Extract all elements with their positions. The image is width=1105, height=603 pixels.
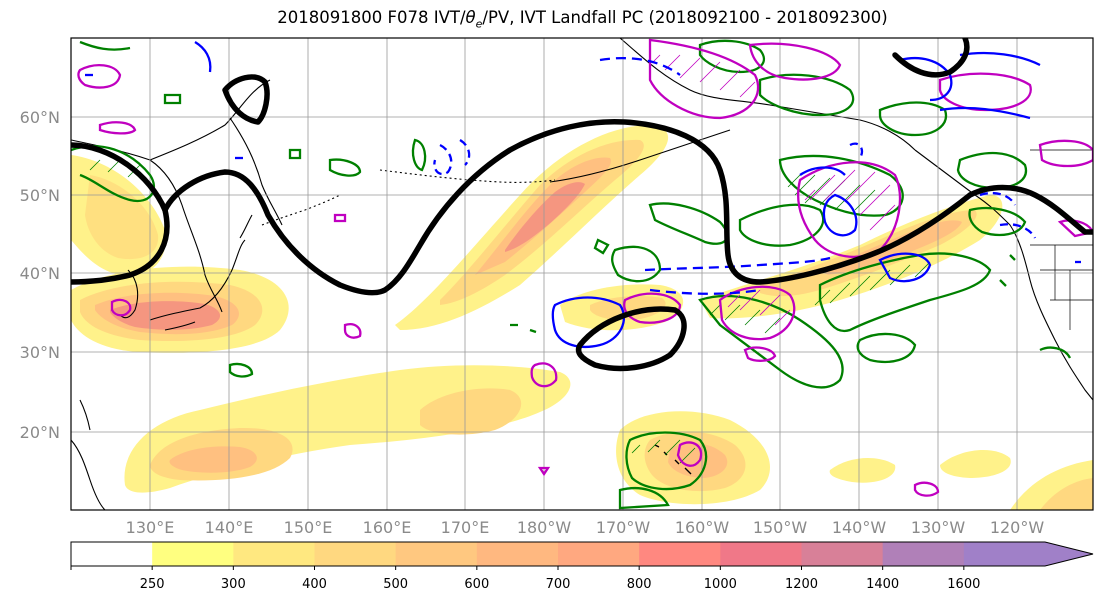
colorbar: 250 300 400 500 600 700 800 1000 1200 1400 1600 [70, 541, 1094, 592]
ivt-shading [71, 125, 1093, 510]
colorbar-segment [152, 542, 234, 566]
pv-green-contours [71, 39, 1072, 510]
colorbar-label: 1000 [704, 577, 737, 592]
map-title: 2018091800 F078 IVT/θe/PV, IVT Landfall … [277, 8, 888, 31]
colorbar-label: 300 [221, 577, 246, 592]
lon-label-150w: 150°W [753, 518, 808, 537]
colorbar-label: 1200 [785, 577, 818, 592]
lon-label-130w: 130°W [911, 518, 966, 537]
lat-label-60: 60°N [20, 108, 60, 127]
colorbar-segment [395, 542, 478, 566]
lon-label-120w: 120°W [990, 518, 1045, 537]
colorbar-segment [801, 542, 884, 566]
lon-label-140w: 140°W [832, 518, 887, 537]
lat-label-40: 40°N [20, 264, 60, 283]
lat-label-20: 20°N [20, 423, 60, 442]
colorbar-segment [71, 542, 153, 566]
latitude-labels: 20°N 30°N 40°N 50°N 60°N [20, 108, 60, 442]
landfall-pc-contour [71, 38, 1093, 372]
lon-label-130e: 130°E [126, 518, 175, 537]
colorbar-segment [963, 542, 1093, 566]
theta-e-contours [85, 41, 1081, 349]
pv-magenta-hatching [651, 54, 896, 326]
lat-label-30: 30°N [20, 343, 60, 362]
colorbar-label: 1600 [947, 577, 980, 592]
colorbar-segment [476, 542, 559, 566]
colorbar-segment [639, 542, 721, 566]
lat-label-50: 50°N [20, 186, 60, 205]
colorbar-label: 400 [302, 577, 327, 592]
map-panel [71, 38, 1093, 510]
pv-magenta-contours [77, 38, 1093, 497]
colorbar-ticks [70, 566, 965, 570]
colorbar-label: 500 [383, 577, 408, 592]
colorbar-labels: 250 300 400 500 600 700 800 1000 1200 1400 1600 [140, 577, 981, 592]
colorbar-label: 800 [627, 577, 652, 592]
colorbar-segments [71, 542, 1093, 566]
colorbar-label: 700 [546, 577, 571, 592]
coastlines [71, 38, 1093, 510]
lon-label-180w: 180°W [517, 518, 572, 537]
longitude-labels: 130°E 140°E 150°E 160°E 170°E 180°W 170°… [126, 518, 1045, 537]
colorbar-segment [882, 542, 965, 566]
lon-label-170e: 170°E [441, 518, 490, 537]
lon-label-160w: 160°W [675, 518, 730, 537]
colorbar-label: 1400 [866, 577, 899, 592]
colorbar-segment [233, 542, 315, 566]
colorbar-label: 600 [464, 577, 489, 592]
lon-label-160e: 160°E [363, 518, 412, 537]
colorbar-segment [720, 542, 802, 566]
lon-label-150e: 150°E [284, 518, 333, 537]
colorbar-segment [558, 542, 640, 566]
lon-label-140e: 140°E [205, 518, 254, 537]
colorbar-outline [70, 541, 1094, 567]
colorbar-segment [314, 542, 397, 566]
lon-label-170w: 170°W [596, 518, 651, 537]
colorbar-label: 250 [140, 577, 165, 592]
map-border [70, 37, 1094, 511]
